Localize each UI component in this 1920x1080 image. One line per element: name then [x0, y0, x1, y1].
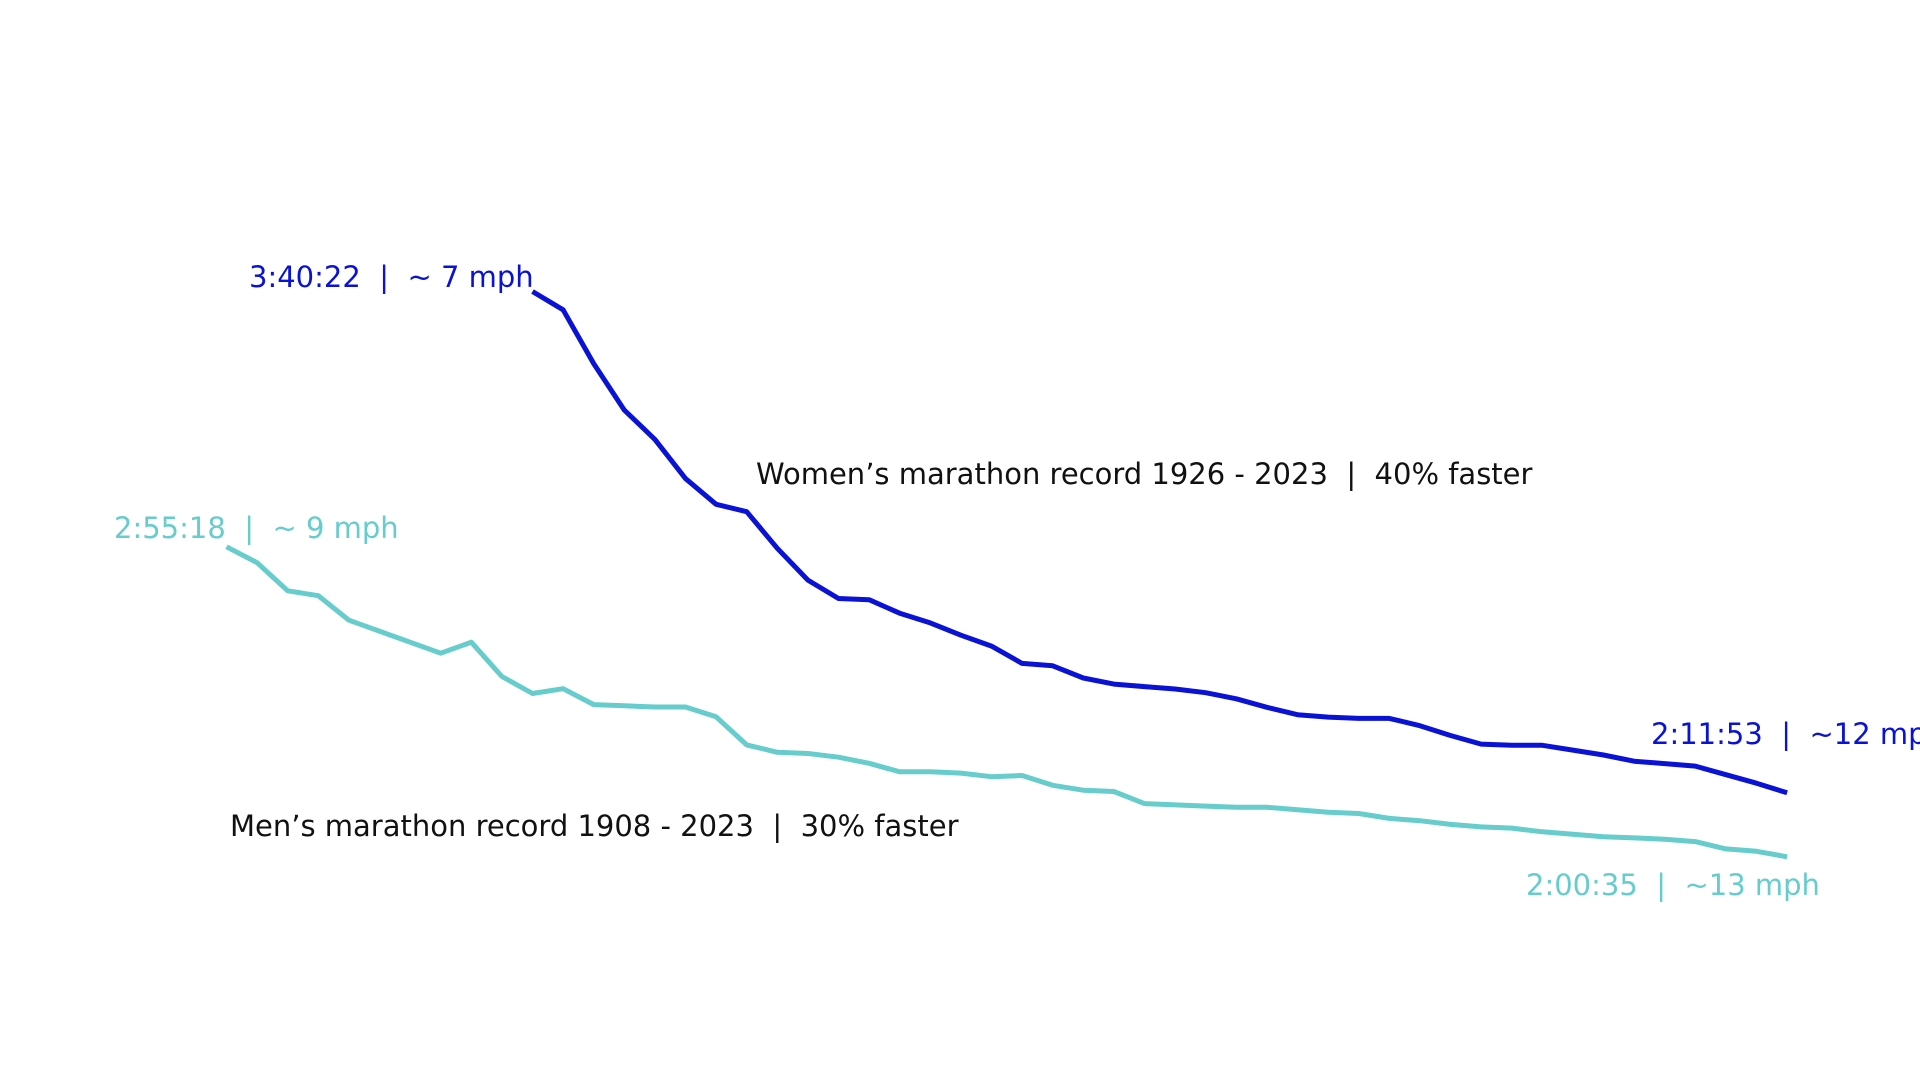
start-label: 3:40:22 | ~ 7 mph: [249, 260, 534, 294]
end-label: 2:11:53 | ~12 mph: [1651, 717, 1920, 751]
line: [531, 289, 1788, 796]
series-label: Women’s marathon record 1926 - 2023 | 40…: [756, 457, 1533, 491]
series-label: Men’s marathon record 1908 - 2023 | 30% …: [230, 809, 959, 843]
start-label: 2:55:18 | ~ 9 mph: [114, 511, 399, 545]
end-label: 2:00:35 | ~13 mph: [1526, 868, 1820, 902]
line: [225, 544, 1788, 860]
